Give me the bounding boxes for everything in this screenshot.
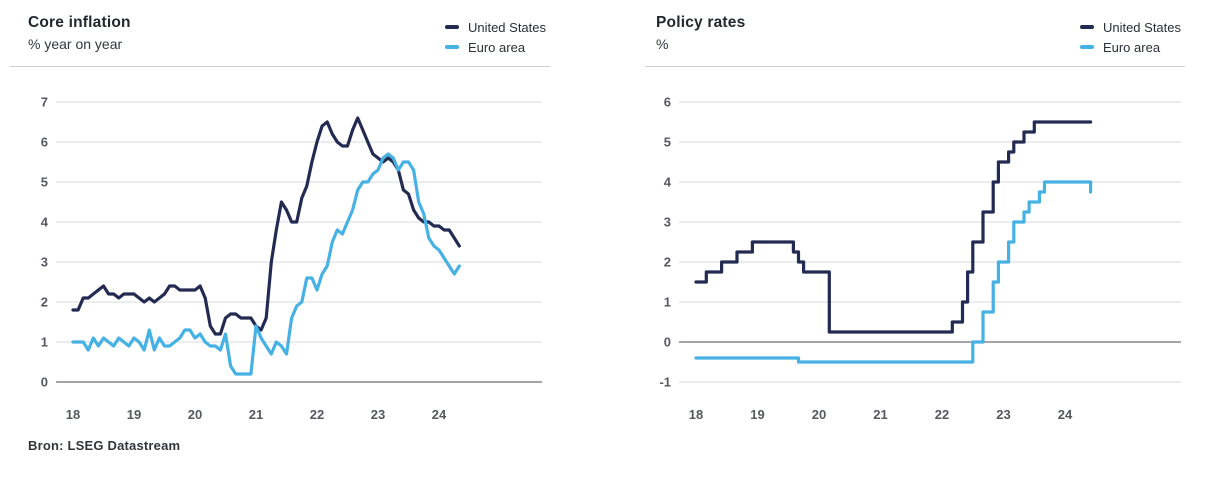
euro-area-line-swatch [1079,44,1094,50]
core-inflation-plot-area: 7 6 5 4 3 2 1 0 18 19 20 21 22 23 24 [10,74,550,426]
x-tick-label-24: 24 [1058,407,1073,422]
chart-subtitle-core-inflation: % year on year [28,36,123,52]
x-tick-label-21: 21 [873,407,887,422]
x-tick-label-18: 18 [689,407,703,422]
united-states-line [694,120,1093,334]
x-tick-label-21: 21 [249,407,263,422]
y-tick-label-3: 3 [41,255,48,270]
y-tick-label-6: 6 [664,95,671,110]
euro-area-line [71,152,461,376]
header-divider [645,66,1185,67]
y-tick-label--1: -1 [659,375,671,390]
euro-area-line-swatch [444,44,459,50]
y-tick-label-1: 1 [41,335,48,350]
legend-item-euro-area: Euro area [444,37,546,57]
united-states-line-swatch [444,24,459,30]
x-tick-label-22: 22 [935,407,949,422]
x-tick-label-20: 20 [188,407,202,422]
y-tick-label-7: 7 [41,95,48,110]
x-tick-label-19: 19 [127,407,141,422]
x-tick-label-22: 22 [310,407,324,422]
y-tick-label-4: 4 [664,175,672,190]
legend-item-united-states: United States [1079,17,1181,37]
united-states-line-swatch [1079,24,1094,30]
legend-item-euro-area: Euro area [1079,37,1181,57]
x-tick-label-20: 20 [812,407,826,422]
y-tick-label-2: 2 [41,295,48,310]
chart-title-core-inflation: Core inflation [28,14,131,31]
legend-policy-rates: United States Euro area [1079,17,1181,57]
y-tick-label-4: 4 [41,215,49,230]
y-tick-label-1: 1 [664,295,671,310]
x-tick-label-19: 19 [750,407,764,422]
header-divider [10,66,550,67]
y-tick-label-5: 5 [41,175,48,190]
legend-core-inflation: United States Euro area [444,17,546,57]
legend-label-euro-area: Euro area [467,39,526,55]
y-tick-label-0: 0 [41,375,48,390]
legend-label-euro-area: Euro area [1102,39,1161,55]
chart-subtitle-policy-rates: % [656,36,669,52]
policy-rates-plot-area: 6 5 4 3 2 1 0 -1 18 19 20 21 22 23 24 [645,74,1185,426]
legend-label-united-states: United States [1102,19,1181,35]
euro-area-line [694,180,1093,364]
y-tick-label-6: 6 [41,135,48,150]
x-tick-label-24: 24 [432,407,447,422]
y-tick-label-0: 0 [664,335,671,350]
legend-item-united-states: United States [444,17,546,37]
y-tick-label-3: 3 [664,215,671,230]
x-tick-label-23: 23 [996,407,1010,422]
chart-title-policy-rates: Policy rates [656,14,746,31]
y-tick-label-2: 2 [664,255,671,270]
core-inflation-panel: Core inflation % year on year United Sta… [10,0,550,478]
source-note: Bron: LSEG Datastream [28,438,181,453]
policy-rates-panel: Policy rates % United States Euro area 6… [645,0,1185,478]
y-tick-label-5: 5 [664,135,671,150]
legend-label-united-states: United States [467,19,546,35]
x-tick-label-23: 23 [371,407,385,422]
x-tick-label-18: 18 [66,407,80,422]
